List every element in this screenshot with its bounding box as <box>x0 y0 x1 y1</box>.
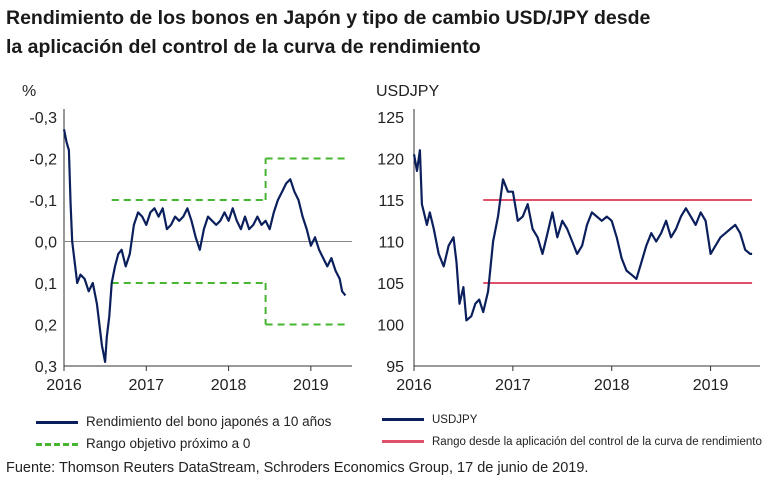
legend-item-target-range: Rango objetivo próximo a 0 <box>36 436 250 451</box>
series-line <box>62 129 347 363</box>
legend-item-bond-yield: Rendimiento del bono japonés a 10 años <box>36 414 331 429</box>
legend-swatch-usdjpy <box>382 418 424 422</box>
y-tick-label: 115 <box>378 193 404 210</box>
series-line <box>412 149 753 322</box>
y-tick-label: 0,3 <box>35 359 57 376</box>
legend-swatch-target-range <box>36 442 78 446</box>
x-tick-label: 2019 <box>693 377 729 394</box>
axis-unit-label: USDJPY <box>376 83 439 100</box>
legend-label-usdjpy: USDJPY <box>432 414 478 426</box>
y-tick-label: 105 <box>377 276 404 293</box>
legend-label-range-since: Rango desde la aplicación del control de… <box>432 436 762 448</box>
legend-label-target-range: Rango objetivo próximo a 0 <box>86 436 251 451</box>
y-tick-label: 0,0 <box>35 235 57 252</box>
x-tick-label: 2018 <box>594 377 630 394</box>
legend-swatch-range-since <box>382 440 424 444</box>
chart-title: Rendimiento de los bonos en Japón y tipo… <box>6 4 766 62</box>
title-line-1: Rendimiento de los bonos en Japón y tipo… <box>6 7 651 29</box>
legend-item-usdjpy: USDJPY <box>382 414 477 426</box>
y-tick-label: 95 <box>386 359 404 376</box>
x-tick-label: 2016 <box>46 377 82 394</box>
y-tick-label: 0,1 <box>35 276 57 293</box>
source-note: Fuente: Thomson Reuters DataStream, Schr… <box>6 460 589 476</box>
axis-unit-label: % <box>22 83 36 100</box>
legend-swatch-bond-yield <box>36 420 78 424</box>
y-tick-label: 125 <box>377 110 404 127</box>
x-tick-label: 2017 <box>495 377 531 394</box>
y-tick-label: 0,2 <box>35 318 57 335</box>
legend-item-range-since: Rango desde la aplicación del control de… <box>382 436 762 448</box>
y-tick-label: 110 <box>378 235 404 252</box>
title-line-2: la aplicación del control de la curva de… <box>6 36 481 58</box>
x-tick-label: 2016 <box>396 377 432 394</box>
y-tick-label: -0,2 <box>29 152 57 169</box>
y-tick-label: -0,1 <box>29 193 57 210</box>
x-tick-label: 2019 <box>293 377 329 394</box>
legend-label-bond-yield: Rendimiento del bono japonés a 10 años <box>86 414 332 429</box>
x-tick-label: 2018 <box>211 377 247 394</box>
x-tick-label: 2017 <box>128 377 164 394</box>
y-tick-label: 120 <box>377 152 404 169</box>
y-tick-label: 100 <box>377 318 404 335</box>
y-tick-label: -0,3 <box>29 110 57 127</box>
